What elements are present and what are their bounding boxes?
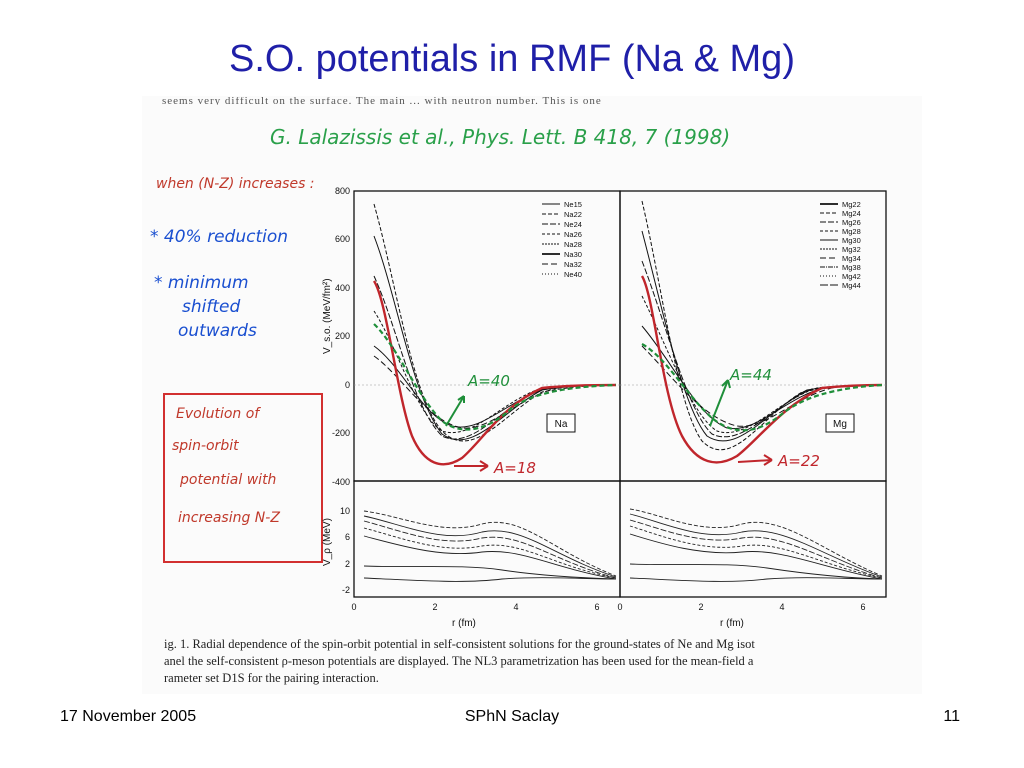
- xtick-na-0: 0: [351, 602, 356, 612]
- bottom-yaxis-label: V_ρ (MeV): [322, 518, 333, 566]
- xtick-mg-2: 2: [698, 602, 703, 612]
- ytick-m400: -400: [332, 477, 350, 487]
- svg-text:Mg34: Mg34: [842, 254, 861, 263]
- na-legend: Ne15 Na22 Ne24 Na26 Na28 Na30 Na32 Ne40: [542, 200, 582, 279]
- svg-text:Na30: Na30: [564, 250, 582, 259]
- svg-text:Na32: Na32: [564, 260, 582, 269]
- svg-text:Na22: Na22: [564, 210, 582, 219]
- svg-text:Ne24: Ne24: [564, 220, 582, 229]
- figure-svg: G. Lalazissis et al., Phys. Lett. B 418,…: [150, 125, 887, 629]
- ytick-200: 200: [335, 331, 350, 341]
- na-a18-label: A=18: [493, 459, 536, 477]
- ytick-400: 400: [335, 283, 350, 293]
- xtick-mg-4: 4: [779, 602, 784, 612]
- figure-caption: ig. 1. Radial dependence of the spin-orb…: [164, 636, 914, 687]
- xtick-na-6: 6: [594, 602, 599, 612]
- xtick-na-2: 2: [432, 602, 437, 612]
- evolution-box: [163, 393, 323, 563]
- note-minimum-3: outwards: [178, 321, 257, 341]
- na-a40-label: A=40: [467, 372, 510, 390]
- mg-a22-label: A=22: [777, 452, 820, 470]
- scanned-figure: seems very difficult on the surface. The…: [142, 96, 922, 694]
- slide-title: S.O. potentials in RMF (Na & Mg): [229, 38, 795, 80]
- svg-text:Mg44: Mg44: [842, 281, 861, 290]
- mg-a22-curve: [640, 275, 883, 464]
- top-yaxis-label: V_s.o. (MeV/fm²): [322, 278, 333, 354]
- svg-text:Ne40: Ne40: [564, 270, 582, 279]
- caption-line-1: ig. 1. Radial dependence of the spin-orb…: [164, 637, 755, 651]
- scan-top-text: seems very difficult on the surface. The…: [162, 97, 602, 105]
- mg-a44-curve: [641, 343, 883, 432]
- na-panel-label: Na: [555, 419, 568, 430]
- svg-text:Na28: Na28: [564, 240, 582, 249]
- xtick-mg-0: 0: [617, 602, 622, 612]
- ytick-800: 800: [335, 186, 350, 196]
- svg-text:Mg26: Mg26: [842, 218, 861, 227]
- na-a40-curve: [373, 323, 617, 431]
- footer-date: 17 November 2005: [60, 708, 197, 725]
- ytick-bm2: -2: [342, 585, 350, 595]
- ytick-b6: 6: [345, 532, 350, 542]
- ytick-m200: -200: [332, 428, 350, 438]
- footer-page-number: 11: [943, 708, 960, 725]
- footer-center: SPhN Saclay: [464, 708, 560, 725]
- mg-xaxis-label: r (fm): [720, 618, 744, 629]
- note-when-increases: when (N-Z) increases :: [156, 176, 315, 192]
- reference-note: G. Lalazissis et al., Phys. Lett. B 418,…: [270, 125, 730, 149]
- xtick-na-4: 4: [513, 602, 518, 612]
- na-xaxis-label: r (fm): [452, 618, 476, 629]
- svg-text:Mg22: Mg22: [842, 200, 861, 209]
- box-line-1: Evolution of: [176, 406, 261, 422]
- ytick-600: 600: [335, 234, 350, 244]
- svg-text:Ne15: Ne15: [564, 200, 582, 209]
- svg-text:Mg32: Mg32: [842, 245, 861, 254]
- na-a18-curve: [372, 280, 617, 466]
- note-reduction: * 40% reduction: [150, 227, 288, 247]
- ytick-b10: 10: [340, 506, 350, 516]
- xtick-mg-6: 6: [860, 602, 865, 612]
- mg-a44-label: A=44: [729, 366, 772, 384]
- ytick-b2: 2: [345, 559, 350, 569]
- mg-bottom-panel: [619, 480, 887, 598]
- mg-legend: Mg22 Mg24 Mg26 Mg28 Mg30 Mg32 Mg34 Mg38 …: [820, 200, 861, 290]
- svg-text:Mg38: Mg38: [842, 263, 861, 272]
- note-minimum-1: * minimum: [154, 273, 249, 293]
- svg-text:Mg24: Mg24: [842, 209, 861, 218]
- mg-panel-label: Mg: [833, 419, 847, 430]
- svg-text:Mg28: Mg28: [842, 227, 861, 236]
- caption-line-2: anel the self-consistent ρ-meson potenti…: [164, 654, 754, 668]
- box-line-4: increasing N-Z: [178, 510, 280, 526]
- svg-text:Na26: Na26: [564, 230, 582, 239]
- svg-text:Mg42: Mg42: [842, 272, 861, 281]
- caption-line-3: rameter set D1S for the pairing interact…: [164, 671, 379, 685]
- box-line-3: potential with: [179, 472, 276, 488]
- box-line-2: spin-orbit: [172, 438, 239, 454]
- note-minimum-2: shifted: [182, 297, 240, 317]
- svg-text:Mg30: Mg30: [842, 236, 861, 245]
- ytick-0: 0: [345, 380, 350, 390]
